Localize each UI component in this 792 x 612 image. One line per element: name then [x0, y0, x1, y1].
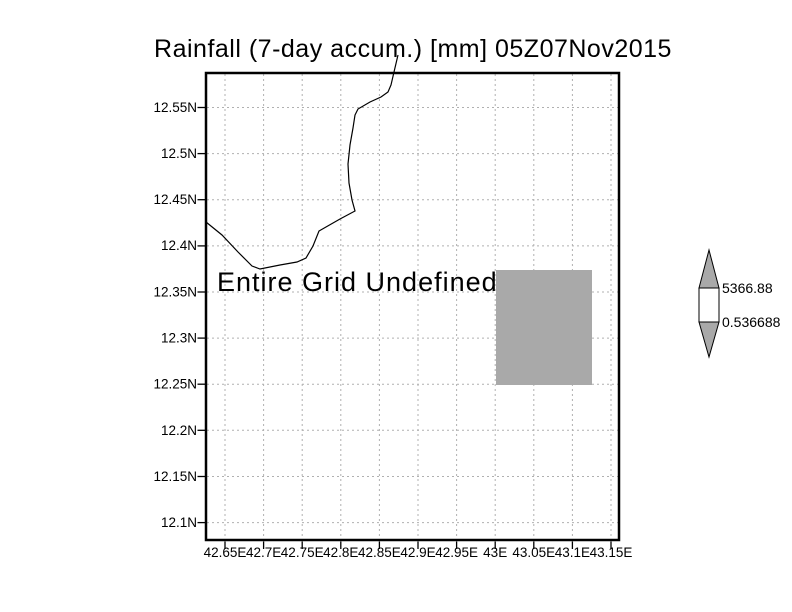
undefined-grid-label: Entire Grid Undefined: [217, 267, 498, 297]
y-tick-label: 12.55N: [153, 100, 197, 115]
x-tick-label: 42.9E: [400, 545, 435, 560]
y-tick-label: 12.4N: [161, 238, 197, 253]
y-axis-tick-marks: [197, 106, 205, 524]
x-axis-tick-marks: [224, 541, 612, 549]
x-tick-label: 43.1E: [555, 545, 590, 560]
y-tick-label: 12.1N: [161, 515, 197, 530]
x-axis-labels: 42.65E 42.7E 42.75E 42.8E 42.85E 42.9E 4…: [204, 545, 633, 560]
x-tick-label: 43.05E: [512, 545, 555, 560]
x-tick-label: 42.85E: [358, 545, 401, 560]
colorbar-upper-arrow: [698, 248, 720, 289]
y-axis-labels: 12.55N 12.5N 12.45N 12.4N 12.35N 12.3N 1…: [153, 100, 197, 530]
plot-frame: [204, 71, 621, 542]
colorbar-max-label: 5366.88: [722, 280, 773, 296]
x-tick-label: 42.65E: [204, 545, 247, 560]
x-tick-label: 43.15E: [590, 545, 633, 560]
y-tick-label: 12.25N: [153, 377, 197, 392]
x-tick-label: 42.75E: [281, 545, 324, 560]
y-tick-label: 12.5N: [161, 146, 197, 161]
x-tick-label: 42.8E: [323, 545, 358, 560]
y-tick-label: 12.45N: [153, 192, 197, 207]
y-tick-label: 12.15N: [153, 469, 197, 484]
shaded-region: [496, 270, 592, 385]
latitude-gridlines: [207, 107, 618, 524]
y-tick-label: 12.2N: [161, 423, 197, 438]
colorbar: 5366.88 0.536688: [698, 248, 781, 359]
x-tick-label: 42.7E: [246, 545, 281, 560]
colorbar-box: [698, 287, 720, 323]
coastline: [205, 54, 399, 270]
x-tick-label: 42.95E: [435, 545, 478, 560]
x-tick-label: 43E: [483, 545, 507, 560]
colorbar-lower-arrow: [698, 321, 720, 359]
y-tick-label: 12.35N: [153, 285, 197, 300]
colorbar-min-label: 0.536688: [722, 314, 781, 330]
y-tick-label: 12.3N: [161, 331, 197, 346]
figure-title: Rainfall (7-day accum.) [mm] 05Z07Nov201…: [154, 35, 672, 63]
